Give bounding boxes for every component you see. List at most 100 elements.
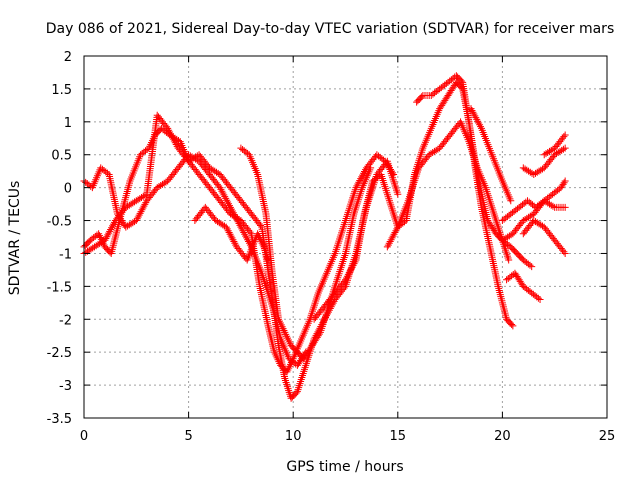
series-track-3 (80, 111, 402, 402)
data-point (230, 237, 238, 245)
data-point (137, 208, 145, 216)
data-point (468, 106, 476, 114)
data-point (346, 267, 354, 275)
data-point (354, 180, 362, 188)
data-point (388, 234, 396, 242)
data-point (457, 77, 465, 85)
x-tick-label: 25 (599, 429, 616, 444)
data-point (477, 123, 485, 131)
y-tick-label: 2 (64, 50, 72, 65)
data-point (238, 225, 246, 233)
data-point (231, 239, 239, 247)
series-track-7 (383, 118, 513, 264)
data-point (561, 249, 569, 257)
data-point (107, 226, 115, 234)
data-point (236, 221, 244, 229)
data-point (561, 203, 569, 211)
data-point (222, 194, 230, 202)
data-point (245, 237, 253, 245)
data-point (230, 211, 238, 219)
data-point (561, 131, 569, 139)
data-point (223, 225, 231, 233)
data-point (183, 156, 191, 164)
data-point (344, 270, 352, 278)
data-point (560, 133, 568, 141)
x-tick-label: 5 (184, 429, 192, 444)
grid-layer (84, 56, 607, 418)
data-point (474, 117, 482, 125)
data-point (347, 265, 355, 273)
x-tick-label: 15 (390, 429, 407, 444)
data-point (394, 190, 402, 198)
data-point (233, 216, 241, 224)
data-point (224, 227, 232, 235)
data-point (359, 171, 367, 179)
data-point (418, 93, 426, 101)
data-point (243, 234, 251, 242)
data-point (225, 229, 233, 237)
data-point (229, 236, 237, 244)
data-point (357, 175, 365, 183)
data-point (549, 202, 557, 210)
data-point (132, 217, 140, 225)
data-point (225, 202, 233, 210)
data-point (135, 211, 143, 219)
y-tick-label: -1.5 (47, 280, 72, 295)
y-tick-label: -3 (59, 379, 72, 394)
data-point (165, 126, 173, 134)
data-point (228, 234, 236, 242)
data-point (168, 133, 176, 141)
series-track-5 (237, 144, 375, 363)
data-point (237, 223, 245, 231)
series-track-14 (519, 144, 569, 178)
data-point (476, 121, 484, 129)
data-point (349, 261, 357, 269)
data-point (348, 263, 356, 271)
data-point (172, 141, 180, 149)
data-point (226, 230, 234, 238)
y-tick-label: -1 (59, 247, 72, 262)
data-point (526, 261, 534, 269)
data-point (138, 206, 146, 214)
data-point (528, 218, 536, 226)
y-axis-label: SDTVAR / TECUs (7, 181, 23, 296)
data-point (384, 241, 392, 249)
series-track-1 (80, 124, 398, 376)
data-point (358, 173, 366, 181)
y-tick-label: -3.5 (47, 412, 72, 427)
data-point (136, 209, 144, 217)
data-point (475, 119, 483, 127)
data-point (164, 124, 172, 132)
data-point (383, 243, 391, 251)
data-point (240, 229, 248, 237)
data-point (219, 189, 227, 197)
data-point (342, 276, 349, 284)
data-point (169, 135, 177, 143)
data-point (224, 198, 232, 206)
tick-layer: 0 5 10 15 20 25 -3.5 -3 -2.5 -2 -1.5 -1 -0.5 0 0.5 1 1.5… (47, 50, 616, 444)
data-point (356, 176, 364, 184)
data-point (103, 233, 111, 241)
data-point (102, 234, 110, 242)
series-track-2 (80, 151, 310, 369)
data-point (467, 105, 475, 113)
data-point (229, 209, 237, 217)
data-point (139, 204, 147, 212)
data-point (234, 218, 242, 226)
series-layer (80, 72, 569, 402)
series-track-8 (413, 72, 536, 271)
data-point (528, 263, 536, 271)
data-point (105, 229, 113, 237)
data-point (559, 145, 567, 153)
series-track-9 (467, 105, 515, 205)
data-point (242, 232, 250, 240)
data-point (389, 232, 397, 240)
data-point (342, 274, 350, 282)
data-point (109, 220, 117, 228)
data-point (101, 236, 109, 244)
data-point (228, 207, 236, 215)
data-point (391, 229, 399, 237)
data-point (507, 197, 515, 205)
y-tick-label: 0.5 (51, 149, 72, 164)
